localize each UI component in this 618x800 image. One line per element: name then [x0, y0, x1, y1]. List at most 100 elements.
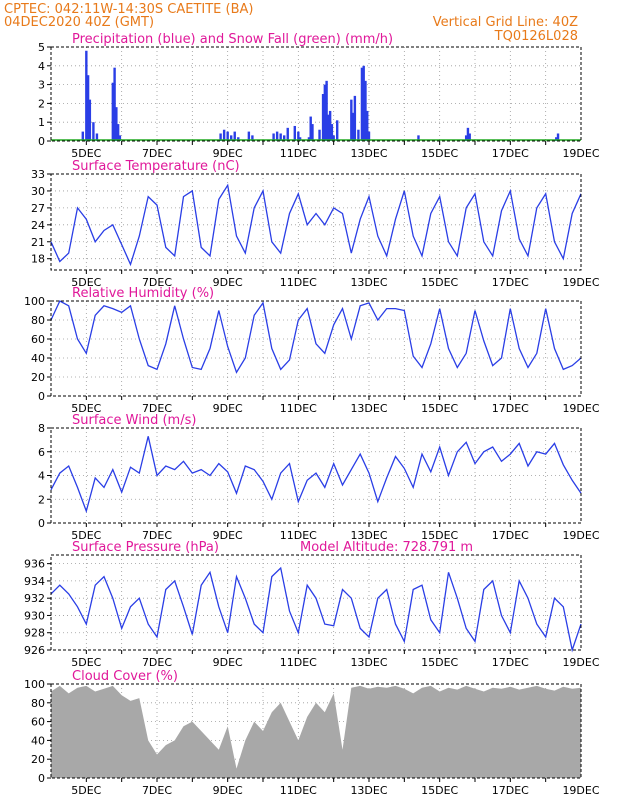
- x-tick-label: 9DEC: [213, 276, 243, 289]
- precip-bar: [86, 75, 90, 141]
- panel-frame: [50, 683, 582, 779]
- x-tick-label: 5DEC: [71, 147, 101, 160]
- x-tick-label: 9DEC: [213, 402, 243, 415]
- y-tick-label: 0: [38, 772, 45, 785]
- precip-bar: [417, 135, 420, 141]
- precip-bar: [311, 124, 314, 141]
- precip-bar: [219, 133, 222, 141]
- precip-bar: [332, 135, 335, 141]
- x-tick-label: 19DEC: [562, 147, 599, 160]
- panel-frame: [50, 46, 582, 142]
- precip-bar: [328, 110, 332, 141]
- panel-title: Surface Temperature (nC): [72, 159, 240, 174]
- precip-bar: [251, 135, 254, 141]
- x-tick-label: 15DEC: [421, 529, 458, 542]
- header-location: CPTEC: 042:11W-14:30S CAETITE (BA): [4, 2, 253, 17]
- precip-bar: [360, 67, 364, 141]
- x-tick-label: 19DEC: [562, 784, 599, 797]
- precip-bar: [297, 131, 300, 141]
- y-tick-label: 100: [24, 678, 45, 691]
- cloud-cover-area: [51, 685, 581, 778]
- precip-bar: [279, 133, 282, 141]
- y-tick-label: 3: [38, 79, 45, 92]
- y-tick-label: 934: [24, 575, 45, 588]
- header-grid-line: Vertical Grid Line: 40Z: [433, 15, 578, 30]
- panel-frame: [50, 173, 582, 271]
- precip-bar: [464, 135, 468, 141]
- y-tick-label: 80: [31, 314, 45, 327]
- y-tick-label: 24: [31, 219, 45, 232]
- precip-bar: [247, 131, 251, 141]
- x-tick-label: 7DEC: [142, 656, 172, 669]
- x-tick-label: 9DEC: [213, 147, 243, 160]
- y-tick-label: 18: [31, 253, 45, 266]
- x-tick-label: 15DEC: [421, 656, 458, 669]
- x-tick-label: 13DEC: [350, 147, 387, 160]
- series-line: [50, 436, 582, 514]
- precip-bar: [556, 133, 560, 141]
- precip-bar: [357, 129, 360, 141]
- y-tick-label: 6: [38, 446, 45, 459]
- precip-bar: [362, 65, 365, 141]
- precip-bar: [226, 131, 229, 141]
- precip-bar: [466, 127, 470, 141]
- series-line: [50, 566, 582, 653]
- y-tick-label: 932: [24, 592, 45, 605]
- precip-bar: [293, 125, 296, 141]
- x-tick-label: 7DEC: [142, 276, 172, 289]
- y-tick-label: 936: [24, 558, 45, 571]
- precip-bar: [367, 131, 371, 141]
- x-tick-label: 13DEC: [350, 529, 387, 542]
- x-tick-label: 7DEC: [142, 147, 172, 160]
- series-line: [50, 300, 582, 374]
- y-tick-label: 0: [38, 135, 45, 148]
- precip-bar: [298, 137, 302, 141]
- precip-bar: [95, 133, 99, 141]
- panel-frame: [50, 554, 582, 651]
- y-tick-label: 0: [38, 390, 45, 403]
- x-tick-label: 17DEC: [492, 529, 529, 542]
- x-tick-label: 17DEC: [492, 147, 529, 160]
- precip-bar: [555, 137, 558, 141]
- y-tick-label: 5: [38, 41, 45, 54]
- precip-bar: [283, 135, 286, 141]
- precip-bar: [222, 129, 226, 141]
- x-tick-label: 11DEC: [280, 147, 317, 160]
- precip-bar: [325, 80, 328, 141]
- x-tick-label: 5DEC: [71, 529, 101, 542]
- precip-bar: [318, 129, 321, 141]
- x-tick-label: 11DEC: [280, 402, 317, 415]
- y-tick-label: 1: [38, 116, 45, 129]
- x-tick-label: 13DEC: [350, 656, 387, 669]
- x-tick-label: 15DEC: [421, 276, 458, 289]
- x-tick-label: 19DEC: [562, 402, 599, 415]
- x-tick-label: 13DEC: [350, 402, 387, 415]
- x-tick-label: 17DEC: [492, 276, 529, 289]
- model-altitude-label: Model Altitude: 728.791 m: [300, 540, 473, 555]
- y-tick-label: 0: [38, 517, 45, 530]
- x-tick-label: 5DEC: [71, 656, 101, 669]
- precip-bar: [111, 82, 115, 141]
- precip-bar: [286, 127, 289, 141]
- panel-title: Relative Humidity (%): [72, 286, 214, 301]
- y-tick-label: 926: [24, 644, 45, 657]
- y-tick-label: 60: [31, 333, 45, 346]
- x-tick-label: 15DEC: [421, 402, 458, 415]
- panel-title: Surface Wind (m/s): [72, 413, 196, 428]
- x-tick-label: 7DEC: [142, 784, 172, 797]
- x-tick-label: 7DEC: [142, 402, 172, 415]
- x-tick-label: 19DEC: [562, 656, 599, 669]
- y-tick-label: 930: [24, 609, 45, 622]
- x-tick-label: 15DEC: [421, 784, 458, 797]
- x-tick-label: 13DEC: [350, 784, 387, 797]
- precip-bar: [88, 99, 92, 141]
- precip-bar: [233, 131, 236, 141]
- precip-bar: [327, 114, 330, 141]
- x-tick-label: 17DEC: [492, 402, 529, 415]
- x-tick-label: 11DEC: [280, 276, 317, 289]
- x-tick-label: 9DEC: [213, 656, 243, 669]
- precip-bar: [336, 120, 339, 141]
- precip-bar: [113, 67, 116, 141]
- precip-bar: [275, 131, 279, 141]
